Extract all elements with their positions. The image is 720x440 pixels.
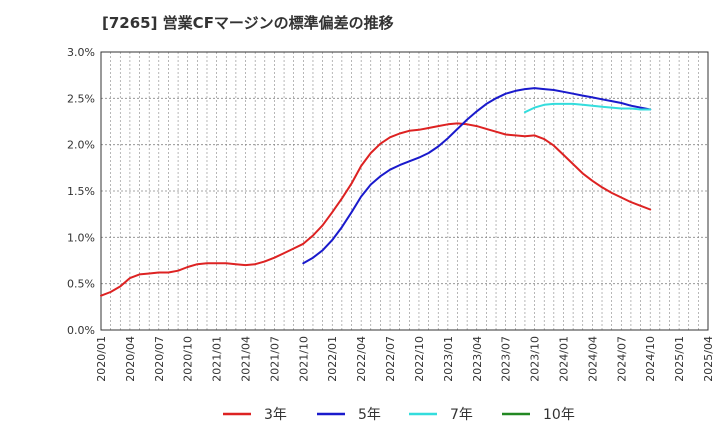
x-tick-label: 2024/01	[557, 336, 570, 382]
legend-label: 10年	[543, 407, 575, 423]
chart-title: [7265] 営業CFマージンの標準偏差の推移	[102, 14, 394, 32]
x-tick-label: 2025/01	[673, 336, 686, 382]
x-tick-label: 2023/07	[500, 336, 513, 382]
x-axis-ticks: 2020/01 2020/04 2020/07 2020/10 2021/01 2021/…	[95, 336, 715, 382]
y-tick-label: 2.0%	[67, 139, 95, 152]
y-tick-label: 0.5%	[67, 278, 95, 291]
y-tick-label: 2.5%	[67, 92, 95, 105]
y-tick-label: 1.5%	[67, 185, 95, 198]
x-tick-label: 2020/07	[153, 336, 166, 382]
x-tick-label: 2021/07	[268, 336, 281, 382]
y-axis-ticks: 0.0% 0.5% 1.0% 1.5% 2.0% 2.5% 3.0%	[67, 46, 95, 337]
x-tick-label: 2023/04	[471, 336, 484, 382]
y-tick-label: 3.0%	[67, 46, 95, 59]
series-lines	[100, 87, 652, 297]
x-tick-label: 2020/01	[95, 336, 108, 382]
x-tick-label: 2020/10	[182, 336, 195, 382]
x-tick-label: 2022/04	[355, 336, 368, 382]
legend-label: 3年	[264, 407, 287, 423]
x-tick-label: 2020/04	[124, 336, 137, 382]
legend-label: 7年	[450, 407, 473, 423]
x-tick-label: 2024/04	[586, 336, 599, 382]
series-line-5年	[302, 87, 652, 265]
x-tick-label: 2022/07	[384, 336, 397, 382]
x-tick-label: 2021/04	[240, 336, 253, 382]
x-tick-label: 2022/01	[326, 336, 339, 382]
x-tick-label: 2024/07	[615, 336, 628, 382]
y-tick-label: 0.0%	[67, 324, 95, 337]
x-tick-label: 2021/01	[211, 336, 224, 382]
legend: 3年 5年 7年 10年	[223, 407, 575, 423]
series-line-3年	[100, 122, 652, 297]
x-tick-label: 2024/10	[644, 336, 657, 382]
x-tick-label: 2021/10	[297, 336, 310, 382]
x-tick-label: 2022/10	[413, 336, 426, 382]
x-tick-label: 2023/01	[442, 336, 455, 382]
y-tick-label: 1.0%	[67, 231, 95, 244]
series-line-7年	[523, 102, 652, 114]
grid-lines	[101, 52, 708, 330]
legend-label: 5年	[358, 407, 381, 423]
x-tick-label: 2023/10	[529, 336, 542, 382]
x-tick-label: 2025/04	[702, 336, 715, 382]
plot-frame	[100, 51, 709, 331]
